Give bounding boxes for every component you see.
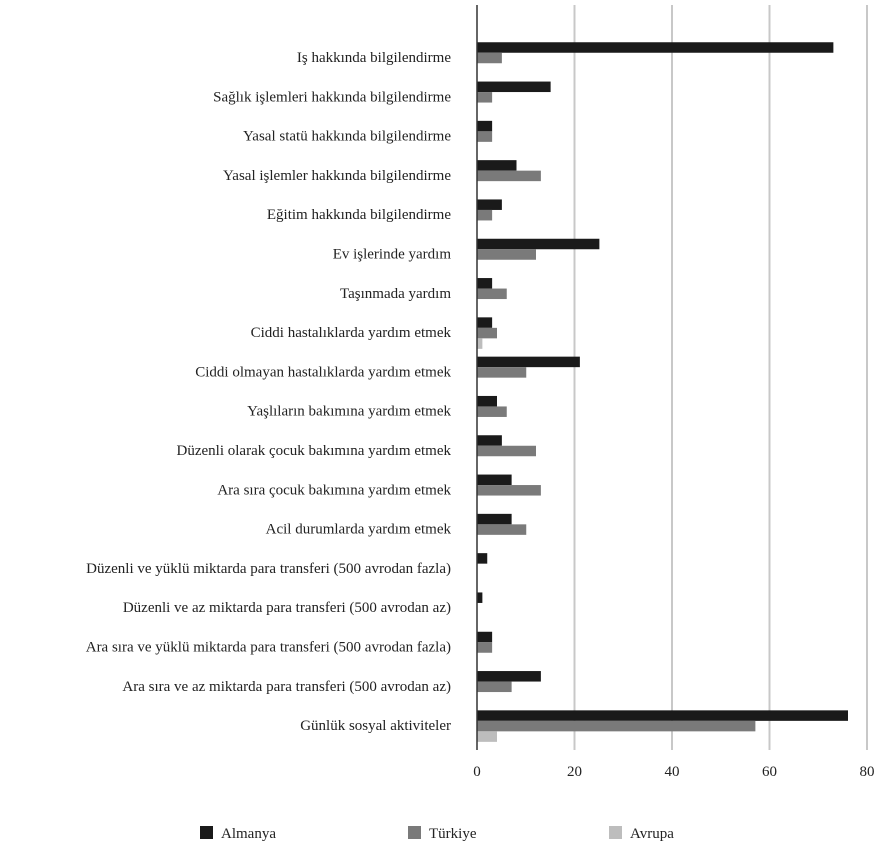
bar-almanya-3 xyxy=(477,160,517,171)
x-tick-labels: 0 20 40 60 80 xyxy=(473,764,874,780)
category-label-6: Taşınmada yardım xyxy=(340,286,451,302)
bar-almanya-15 xyxy=(477,631,493,643)
category-label-7: Ciddi hastalıklarda yardım etmek xyxy=(251,325,452,341)
category-label-11: Ara sıra çocuk bakımına yardım etmek xyxy=(217,482,451,498)
bar-almanya-7 xyxy=(477,317,493,328)
x-tick-40: 40 xyxy=(665,764,680,780)
x-tick-20: 20 xyxy=(567,764,582,780)
category-label-13: Düzenli ve yüklü miktarda para transferi… xyxy=(86,561,451,577)
category-label-4: Eğitim hakkında bilgilendirme xyxy=(267,207,451,223)
category-label-5: Ev işlerinde yardım xyxy=(333,247,452,263)
bar-türkiye-4 xyxy=(477,209,493,221)
bar-almanya-16 xyxy=(477,671,541,682)
bar-türkiye-1 xyxy=(477,92,493,103)
bar-almanya-10 xyxy=(477,435,502,446)
bar-türkiye-5 xyxy=(477,249,536,260)
x-tick-60: 60 xyxy=(762,764,777,780)
bar-türkiye-6 xyxy=(477,288,507,300)
category-label-3: Yasal işlemler hakkında bilgilendirme xyxy=(223,168,451,184)
category-labels: Iş hakkında bilgilendirme Sağlık işlemler… xyxy=(86,50,452,734)
category-label-0: Iş hakkında bilgilendirme xyxy=(297,50,451,66)
bar-almanya-4 xyxy=(477,199,502,210)
x-tick-80: 80 xyxy=(860,764,875,780)
category-label-9: Yaşlıların bakımına yardım etmek xyxy=(247,404,451,420)
x-tick-0: 0 xyxy=(473,764,481,780)
legend: Almanya Türkiye Avrupa xyxy=(200,826,674,842)
bar-türkiye-17 xyxy=(477,720,756,732)
category-label-15: Ara sıra ve yüklü miktarda para transfer… xyxy=(86,640,451,656)
bar-türkiye-3 xyxy=(477,170,541,182)
legend-swatch-almanya xyxy=(200,826,213,839)
category-label-14: Düzenli ve az miktarda para transferi (5… xyxy=(123,600,451,616)
bar-avrupa-17 xyxy=(477,731,497,742)
bar-türkiye-2 xyxy=(477,131,493,142)
legend-swatch-türkiye xyxy=(408,826,421,839)
category-label-8: Ciddi olmayan hastalıklarda yardım etmek xyxy=(195,364,451,380)
bar-türkiye-16 xyxy=(477,681,512,693)
bar-almanya-1 xyxy=(477,81,551,93)
bar-almanya-9 xyxy=(477,395,497,407)
bar-türkiye-8 xyxy=(477,367,527,378)
bars xyxy=(477,42,848,742)
bar-türkiye-12 xyxy=(477,524,527,535)
legend-swatch-avrupa xyxy=(609,826,622,839)
legend-label-türkiye: Türkiye xyxy=(429,826,477,842)
bar-almanya-17 xyxy=(477,710,848,721)
bar-türkiye-9 xyxy=(477,406,507,417)
category-label-2: Yasal statü hakkında bilgilendirme xyxy=(243,129,451,145)
bar-almanya-12 xyxy=(477,513,512,525)
bar-almanya-6 xyxy=(477,278,493,289)
grid-lines xyxy=(573,5,868,750)
bar-almanya-0 xyxy=(477,42,834,53)
bar-almanya-14 xyxy=(477,592,483,603)
bar-almanya-8 xyxy=(477,356,580,368)
bar-türkiye-7 xyxy=(477,327,497,339)
bar-türkiye-15 xyxy=(477,642,493,653)
bar-türkiye-0 xyxy=(477,52,502,64)
bar-almanya-2 xyxy=(477,120,493,132)
bar-almanya-11 xyxy=(477,474,512,486)
bar-türkiye-11 xyxy=(477,485,541,496)
bar-avrupa-7 xyxy=(477,338,483,349)
bar-almanya-5 xyxy=(477,238,600,250)
category-label-1: Sağlık işlemleri hakkında bilgilendirme xyxy=(213,89,451,105)
category-label-16: Ara sıra ve az miktarda para transferi (… xyxy=(122,679,451,695)
category-label-12: Acil durumlarda yardım etmek xyxy=(266,522,452,538)
legend-label-avrupa: Avrupa xyxy=(630,826,674,842)
category-label-10: Düzenli olarak çocuk bakımına yardım etm… xyxy=(177,443,452,459)
bar-almanya-13 xyxy=(477,553,488,564)
legend-label-almanya: Almanya xyxy=(221,826,276,842)
bar-türkiye-10 xyxy=(477,445,536,457)
category-label-17: Günlük sosyal aktiviteler xyxy=(300,718,451,734)
